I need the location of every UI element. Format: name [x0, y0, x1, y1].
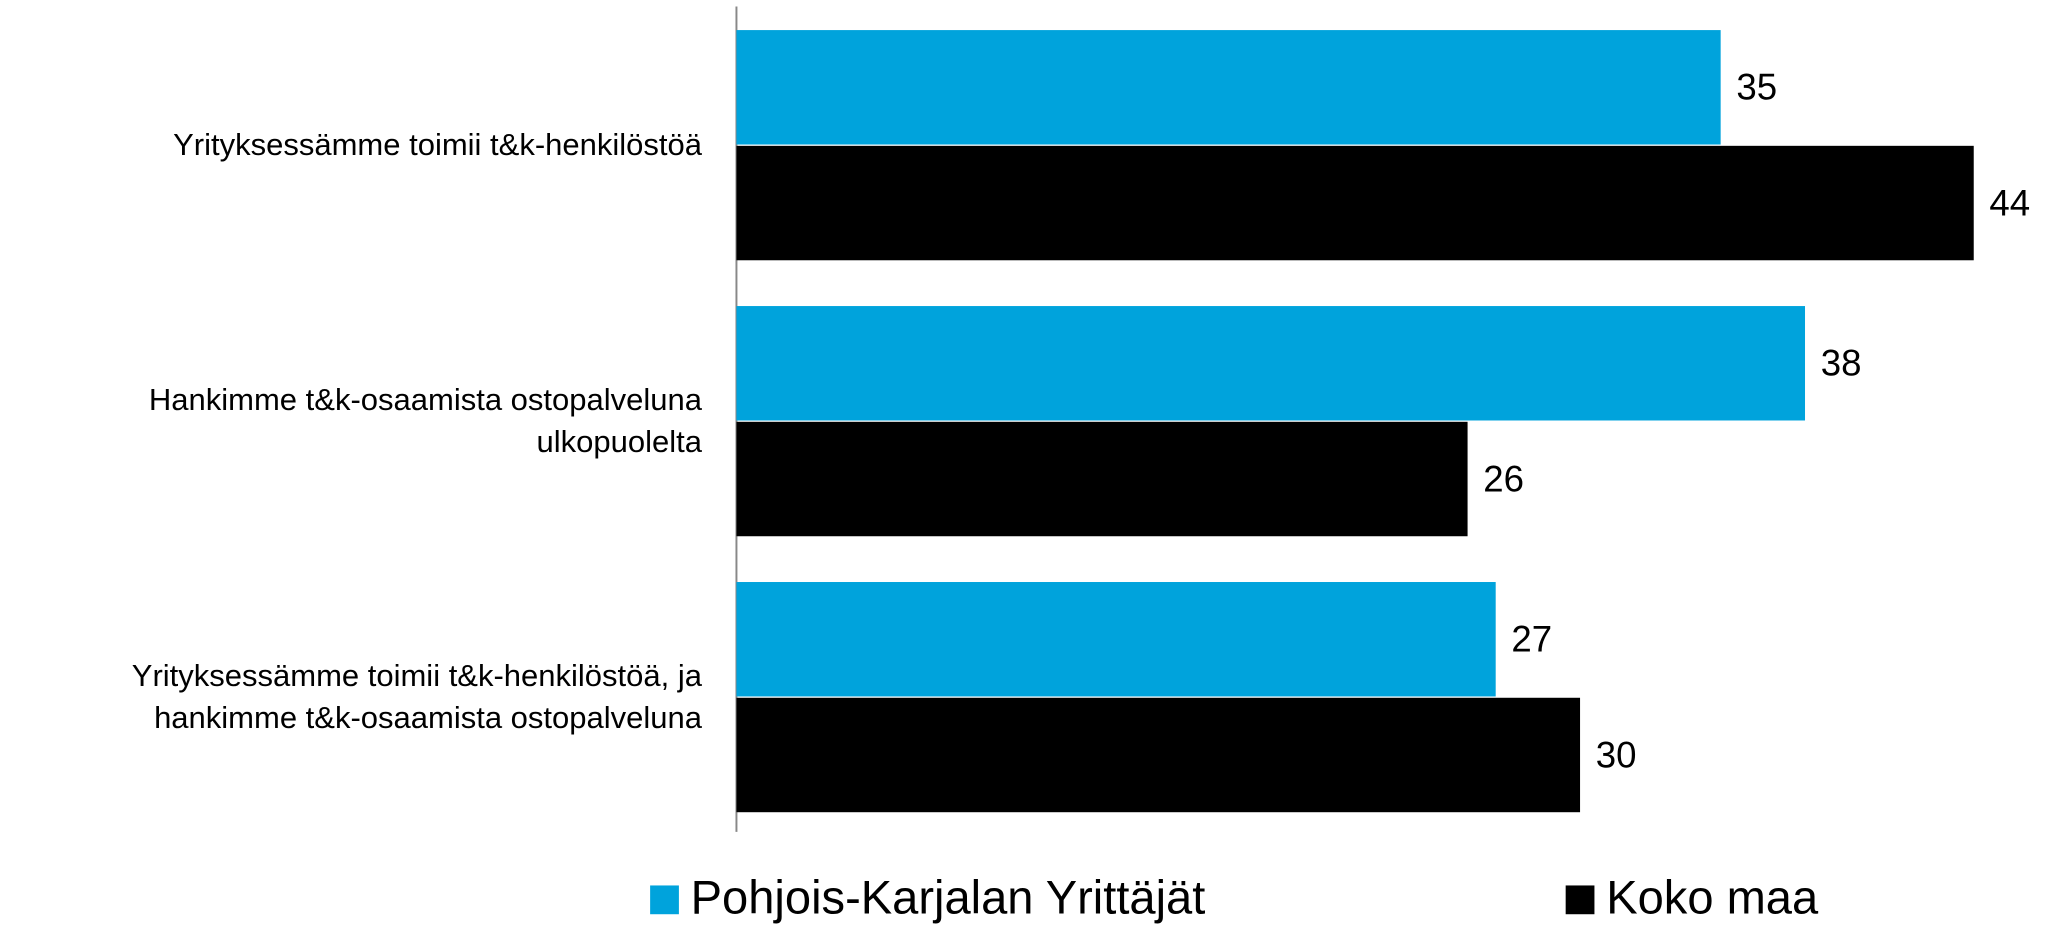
value-label: 35 [1736, 67, 1777, 108]
value-label: 44 [1989, 182, 2030, 223]
category-label: Hankimme t&k-osaamista ostopalveluna ulk… [148, 381, 702, 459]
value-label: 27 [1511, 619, 1552, 660]
bar [736, 421, 1468, 537]
bar [736, 582, 1496, 697]
bar [736, 306, 1806, 421]
bar [736, 145, 1974, 261]
value-label: 30 [1596, 734, 1637, 775]
category-label: Yrityksessämme toimii t&k-henkilöstöä [173, 126, 702, 162]
legend-label: Pohjois-Karjalan Yrittäjät [691, 871, 1206, 924]
legend-swatch [1565, 885, 1595, 915]
legend-swatch [650, 885, 679, 915]
bar [736, 697, 1581, 813]
bar [736, 30, 1721, 145]
category-label: Yrityksessämme toimii t&k-henkilöstöä, j… [131, 657, 702, 735]
legend-label: Koko maa [1606, 871, 1819, 924]
value-label: 26 [1483, 458, 1524, 499]
value-label: 38 [1821, 343, 1862, 384]
